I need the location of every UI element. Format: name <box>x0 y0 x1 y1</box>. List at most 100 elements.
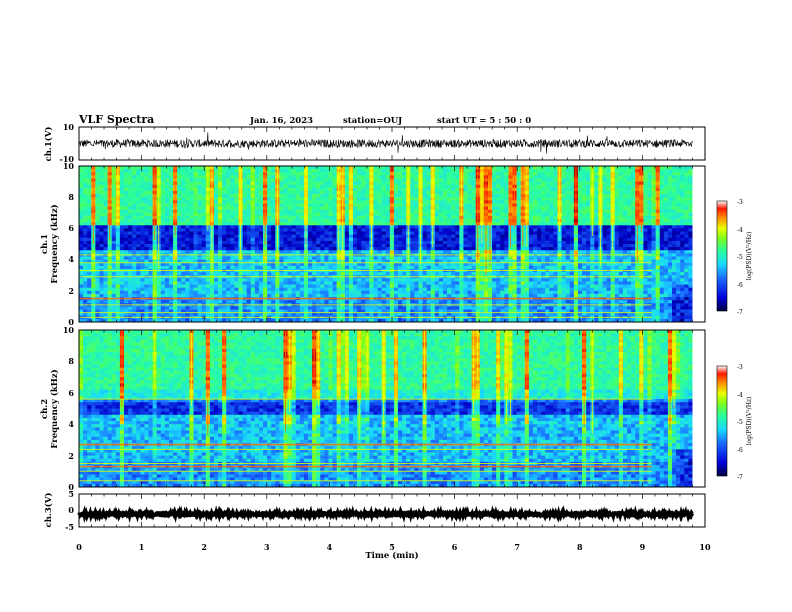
spectrogram-cell <box>365 247 370 251</box>
spectrogram-cell <box>246 172 252 176</box>
spectrogram-cell <box>185 306 190 310</box>
spectrogram-cell <box>267 265 272 270</box>
spectrogram-cell <box>271 172 276 176</box>
spectrogram-cell <box>312 234 317 239</box>
spectrogram-cell <box>279 278 284 282</box>
spectrogram-cell <box>295 203 301 207</box>
spectrogram-cell <box>119 287 125 292</box>
spectrogram-cell <box>381 278 387 282</box>
spectrogram-cell <box>451 194 456 198</box>
spectrogram-cell <box>242 272 248 276</box>
spectrogram-cell <box>312 287 317 292</box>
spectrogram-cell <box>447 209 452 214</box>
spectrogram-cell <box>324 228 329 232</box>
spectrogram-cell <box>324 200 329 204</box>
spectrogram-cell <box>447 312 452 317</box>
spectrogram-cell <box>324 178 329 182</box>
spectrogram-cell <box>336 306 342 310</box>
spectrogram-cell <box>111 222 117 226</box>
spectrogram-cell <box>455 190 460 195</box>
spectrogram-cell <box>144 300 149 304</box>
spectrogram-cell <box>353 166 358 170</box>
spectrogram-cell <box>95 206 100 211</box>
spectrogram-cell <box>398 244 403 248</box>
spectrogram-cell <box>393 244 399 248</box>
spectrogram-cell <box>173 278 178 282</box>
spectrogram-cell <box>242 219 248 223</box>
spectrogram-cell <box>279 293 284 298</box>
spectrogram-cell <box>164 184 170 189</box>
spectrogram-cell <box>83 222 88 226</box>
spectrogram-cell <box>111 169 117 173</box>
spectrogram-cell <box>422 293 428 298</box>
spectrogram-cell <box>389 234 395 239</box>
spectrogram-cell <box>136 293 141 298</box>
spectrogram-cell <box>316 234 321 239</box>
spectrogram-cell <box>213 166 219 170</box>
spectrogram-cell <box>160 169 166 173</box>
spectrogram-cell <box>271 284 276 289</box>
spectrogram-cell <box>267 278 272 282</box>
spectrogram-cell <box>365 262 370 267</box>
spectrogram-cell <box>295 209 301 214</box>
spectrogram-cell <box>189 225 194 229</box>
spectrogram-cell <box>377 290 383 295</box>
spectrogram-cell <box>398 215 403 220</box>
spectrogram-cell <box>213 197 219 201</box>
spectrogram-cell <box>414 256 419 260</box>
spectrogram-cell <box>177 184 182 189</box>
spectrogram-cell <box>99 293 104 298</box>
spectrogram-cell <box>246 259 252 264</box>
spectrogram-cell <box>353 190 358 195</box>
spectrogram-cell <box>185 309 190 314</box>
spectrogram-cell <box>381 306 387 310</box>
spectrogram-cell <box>398 222 403 226</box>
spectrogram-cell <box>451 178 456 182</box>
spectrogram-cell <box>361 225 366 229</box>
spectrogram-cell <box>173 250 178 254</box>
spectrogram-cell <box>144 209 149 214</box>
spectrogram-cell <box>451 203 456 207</box>
spectrogram-cell <box>136 256 141 260</box>
spectrogram-cell <box>128 247 133 251</box>
spectrogram-cell <box>320 231 325 236</box>
spectrogram-cell <box>463 194 468 198</box>
spectrogram-cell <box>148 272 154 276</box>
spectrogram-cell <box>385 166 391 170</box>
spectrogram-cell <box>451 231 456 236</box>
spectrogram-cell <box>353 175 358 179</box>
spectrogram-cell <box>103 206 109 211</box>
spectrogram-cell <box>451 290 456 295</box>
spectrogram-cell <box>434 265 440 270</box>
spectrogram-cell <box>107 309 113 314</box>
spectrogram-cell <box>230 240 235 245</box>
spectrogram-cell <box>357 237 362 242</box>
spectrogram-cell <box>103 244 109 248</box>
spectrogram-cell <box>336 287 342 292</box>
spectrogram-cell <box>426 178 432 182</box>
spectrogram-cell <box>197 312 203 317</box>
spectrogram-cell <box>365 318 370 323</box>
spectrogram-cell <box>246 178 252 182</box>
spectrogram-cell <box>197 225 203 229</box>
spectrogram-cell <box>283 234 288 239</box>
spectrogram-cell <box>87 200 92 204</box>
spectrogram-cell <box>115 259 121 264</box>
spectrogram-cell <box>83 309 88 314</box>
spectrogram-cell <box>344 206 350 211</box>
spectrogram-cell <box>111 240 117 245</box>
spectrogram-cell <box>402 222 407 226</box>
spectrogram-cell <box>393 169 399 173</box>
spectrogram-cell <box>250 178 256 182</box>
spectrogram-cell <box>402 187 407 192</box>
spectrogram-cell <box>185 215 190 220</box>
spectrogram-cell <box>181 181 186 186</box>
spectrogram-cell <box>434 306 440 310</box>
spectrogram-cell <box>373 169 378 173</box>
spectrogram-cell <box>254 237 260 242</box>
spectrogram-cell <box>324 272 329 276</box>
spectrogram-cell <box>434 197 440 201</box>
spectrogram-cell <box>119 247 125 251</box>
spectrogram-cell <box>140 175 145 179</box>
spectrogram-cell <box>398 281 403 285</box>
